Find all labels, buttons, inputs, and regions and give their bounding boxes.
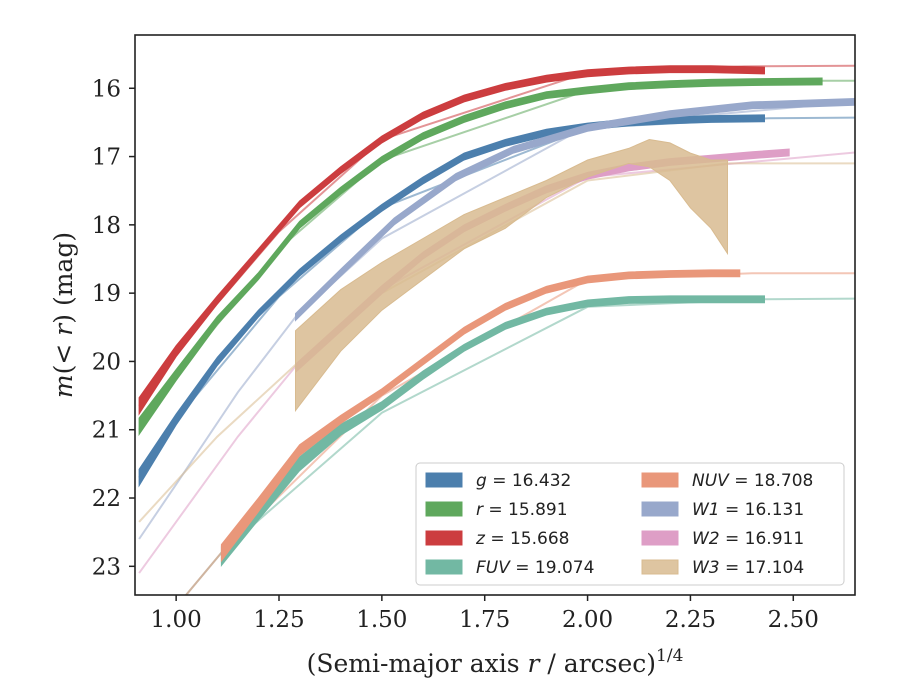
series-z-band: [138, 65, 765, 416]
legend-swatch-w3: [641, 559, 679, 575]
y-axis-label: m(< r) (mag): [49, 232, 78, 398]
y-tick-label: 17: [92, 145, 121, 171]
series-nuv-band: [220, 269, 741, 563]
legend-label-r: r = 15.891: [476, 500, 568, 520]
legend-label-w2: W2 = 16.911: [692, 529, 804, 549]
series-r-extrapolation: [138, 79, 855, 431]
legend-label-w1: W1 = 16.131: [692, 500, 804, 520]
legend-swatch-z: [425, 530, 463, 546]
series-g-band: [138, 114, 765, 488]
ticks-layer: 1.00 1.25 1.50 1.75 2.00 2.25 2.50 16 17 18 19 20 21…: [92, 76, 819, 633]
y-tick-label: 19: [92, 281, 121, 307]
y-tick-label: 23: [92, 554, 121, 580]
x-tick-label: 2.25: [665, 607, 716, 633]
legend-swatch-r: [425, 501, 463, 517]
legend-box: [415, 462, 845, 586]
legend-label-g: g = 16.432: [476, 471, 571, 491]
series-r-band: [138, 77, 823, 437]
y-tick-label: 16: [92, 76, 121, 102]
y-tick-label: 20: [92, 349, 121, 375]
x-tick-label: 1.00: [151, 607, 202, 633]
y-tick-label: 21: [92, 418, 121, 444]
x-tick-label: 2.00: [562, 607, 613, 633]
series-w1-band: [295, 97, 855, 322]
x-tick-label: 1.75: [459, 607, 510, 633]
x-tick-label: 2.50: [768, 607, 819, 633]
y-tick-label: 22: [92, 486, 121, 512]
axes-frame: [134, 34, 856, 596]
legend-swatch-fuv: [425, 559, 463, 575]
legend-swatch-w2: [641, 530, 679, 546]
legend-swatch-g: [425, 472, 463, 488]
legend-label-nuv: NUV = 18.708: [692, 471, 813, 491]
x-tick-label: 1.25: [253, 607, 304, 633]
legend-swatch-nuv: [641, 472, 679, 488]
legend-label-fuv: FUV = 19.074: [476, 558, 594, 578]
legend: g = 16.432 r = 15.891 z = 15.668 FUV = 19.0…: [415, 462, 845, 586]
legend-label-w3: W3 = 17.104: [692, 558, 804, 578]
series-w3-band: [295, 138, 728, 413]
y-tick-label: 18: [92, 213, 121, 239]
legend-label-z: z = 15.668: [475, 529, 569, 549]
series-fuv-band: [220, 295, 765, 568]
legend-swatch-w1: [641, 501, 679, 517]
x-axis-label: (Semi-major axis r / arcsec)1/4: [307, 646, 684, 678]
x-tick-label: 1.50: [356, 607, 407, 633]
series-layer: [138, 64, 855, 595]
